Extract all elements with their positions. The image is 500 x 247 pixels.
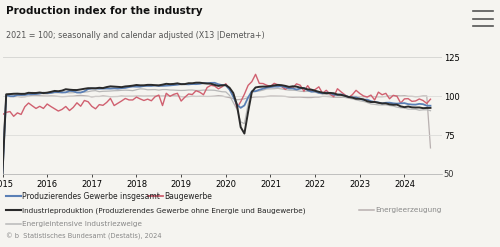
Text: Energieintensive Industriezweige: Energieintensive Industriezweige — [22, 221, 142, 226]
Text: 50: 50 — [444, 170, 454, 179]
Text: Industrieproduktion (Produzierendes Gewerbe ohne Energie und Baugewerbe): Industrieproduktion (Produzierendes Gewe… — [22, 207, 306, 214]
Text: Produzierendes Gewerbe insgesamt: Produzierendes Gewerbe insgesamt — [22, 192, 160, 201]
Text: © b  Statistisches Bundesamt (Destatis), 2024: © b Statistisches Bundesamt (Destatis), … — [6, 233, 162, 240]
Text: Energieerzeugung: Energieerzeugung — [376, 207, 442, 213]
Text: Production index for the industry: Production index for the industry — [6, 6, 202, 16]
Text: 2021 = 100; seasonally and calendar adjusted (X13 |Demetra+): 2021 = 100; seasonally and calendar adju… — [6, 31, 265, 40]
Text: Baugewerbe: Baugewerbe — [164, 192, 212, 201]
